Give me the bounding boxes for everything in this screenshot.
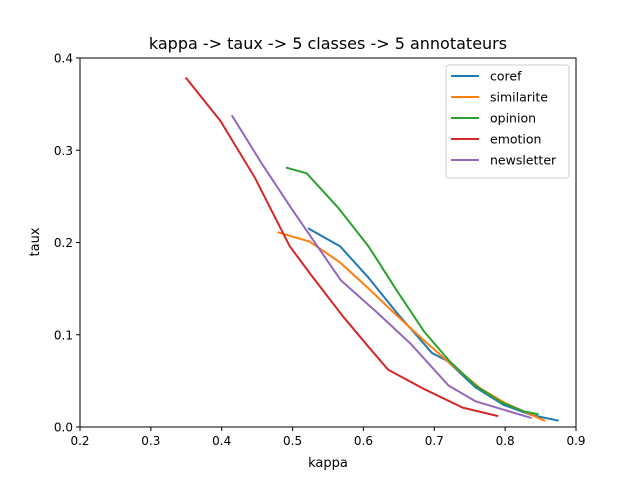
plot-frame xyxy=(79,57,577,428)
legend-label-coref: coref xyxy=(490,69,522,84)
chart-title: kappa -> taux -> 5 classes -> 5 annotate… xyxy=(149,34,507,53)
series-line-coref xyxy=(307,227,559,422)
y-tick-label: 0.1 xyxy=(54,328,73,342)
legend-label-newsletter: newsletter xyxy=(490,153,557,168)
x-tick-label: 0.7 xyxy=(425,434,444,448)
x-tick-label: 0.9 xyxy=(566,434,585,448)
legend-box xyxy=(445,64,570,179)
x-tick-label: 0.8 xyxy=(496,434,515,448)
series-line-opinion xyxy=(285,166,539,416)
series-layer xyxy=(184,76,559,422)
x-tick-label: 0.3 xyxy=(141,434,160,448)
y-tick-label: 0.0 xyxy=(54,421,73,435)
legend-label-similarite: similarite xyxy=(490,90,548,105)
x-tick-label: 0.5 xyxy=(283,434,302,448)
y-tick-label: 0.2 xyxy=(54,236,73,250)
series-line-newsletter xyxy=(230,114,532,420)
x-tick-label: 0.4 xyxy=(212,434,231,448)
y-tick-label: 0.3 xyxy=(54,144,73,158)
legend-label-emotion: emotion xyxy=(490,132,541,147)
x-axis-label: kappa xyxy=(308,456,348,471)
legend-label-opinion: opinion xyxy=(490,111,536,126)
series-line-emotion xyxy=(184,76,499,418)
y-tick-label: 0.4 xyxy=(54,52,73,66)
legend: coref similarite opinion emotion newsletter xyxy=(445,64,570,179)
x-tick-label: 0.6 xyxy=(354,434,373,448)
ticks-layer: 0.2 0.3 0.4 0.5 0.6 0.7 0.8 0.9 0.0 0.1 0.2 0.3 0.4 xyxy=(54,52,586,449)
y-axis-label: taux xyxy=(28,227,43,256)
x-tick-label: 0.2 xyxy=(70,434,89,448)
